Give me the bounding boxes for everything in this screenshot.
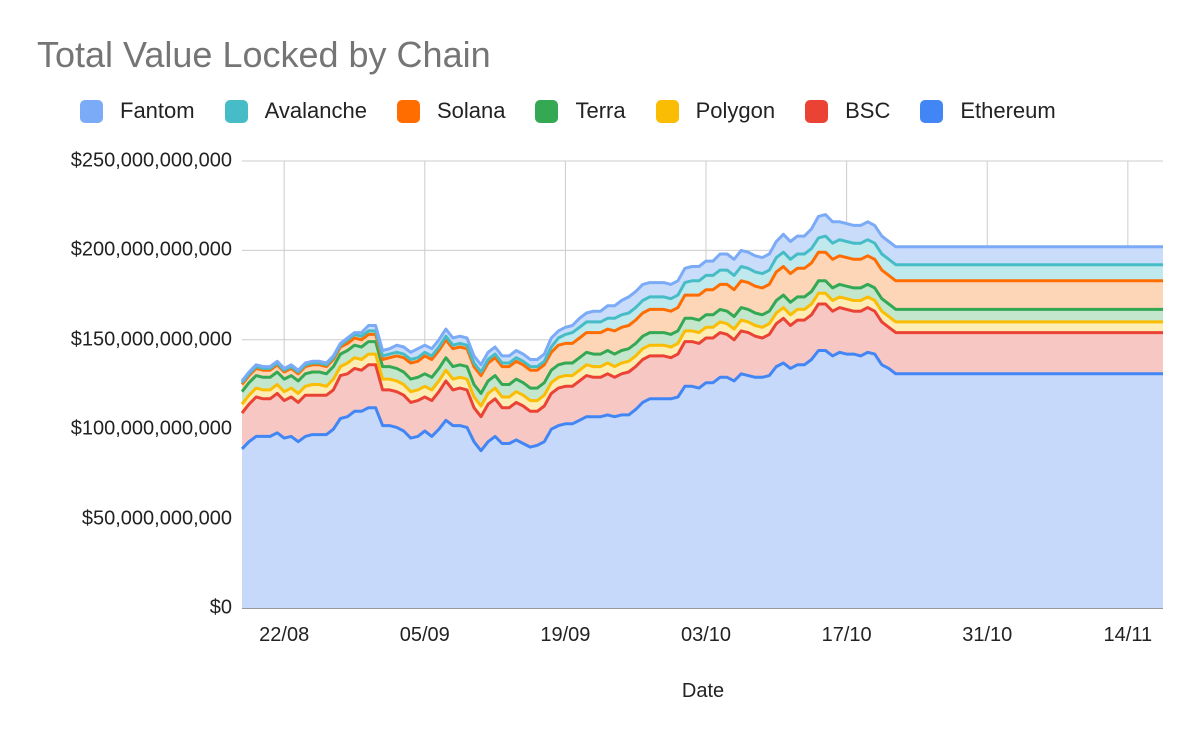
area-fantom (242, 214, 1163, 383)
x-tick-label: 22/08 (259, 624, 310, 646)
x-tick-label: 03/10 (680, 624, 732, 646)
legend-swatch (396, 99, 420, 123)
legend-swatch (655, 99, 679, 123)
legend-item-terra[interactable]: Terra (535, 98, 626, 124)
y-tick-label: $50,000,000,000 (81, 507, 232, 530)
legend-item-avalanche[interactable]: Avalanche (224, 98, 367, 124)
legend-swatch (80, 99, 103, 123)
area-solana (242, 252, 1163, 394)
line-bsc (240, 302, 1163, 419)
legend: Fantom Avalanche Solana Terra Polygon BSC Ethe… (80, 98, 1086, 124)
y-tick-label: $100,000,000,000 (70, 417, 232, 440)
legend-item-polygon[interactable]: Polygon (655, 98, 776, 124)
legend-label: Avalanche (264, 98, 367, 123)
x-tick-label: 14/11 (1103, 624, 1153, 646)
x-axis-title: Date (681, 680, 725, 702)
legend-item-bsc[interactable]: BSC (805, 98, 890, 124)
y-tick-label: $0 (209, 596, 232, 619)
line-avalanche (240, 234, 1163, 384)
legend-label: Fantom (120, 98, 195, 123)
legend-label: Terra (575, 98, 626, 123)
area-polygon (242, 293, 1163, 417)
area-ethereum (242, 350, 1163, 608)
line-solana (240, 250, 1163, 386)
x-tick-label: 05/09 (399, 624, 450, 646)
area-avalanche (242, 236, 1163, 385)
legend-swatch (805, 99, 829, 123)
legend-swatch (535, 99, 559, 123)
legend-item-ethereum[interactable]: Ethereum (920, 98, 1056, 124)
chart-title: Total Value Locked by Chain (37, 34, 491, 75)
legend-label: BSC (845, 98, 891, 123)
x-tick-label: 31/10 (962, 624, 1013, 646)
x-tick-label: 17/10 (821, 624, 872, 646)
legend-swatch (224, 99, 248, 123)
legend-label: Solana (436, 98, 506, 123)
legend-swatch (920, 99, 944, 123)
legend-label: Ethereum (960, 98, 1056, 123)
legend-item-solana[interactable]: Solana (396, 98, 506, 124)
line-fantom (240, 213, 1163, 382)
legend-label: Polygon (695, 98, 776, 123)
y-tick-label: $250,000,000,000 (70, 149, 232, 172)
area-terra (242, 280, 1163, 406)
y-tick-label: $150,000,000,000 (70, 328, 232, 351)
area-bsc (242, 304, 1163, 451)
legend-item-fantom[interactable]: Fantom (80, 98, 195, 124)
y-tick-label: $200,000,000,000 (70, 238, 232, 261)
line-ethereum (240, 349, 1163, 453)
x-tick-label: 19/09 (540, 624, 591, 646)
line-polygon (240, 291, 1163, 408)
line-terra (240, 279, 1163, 395)
